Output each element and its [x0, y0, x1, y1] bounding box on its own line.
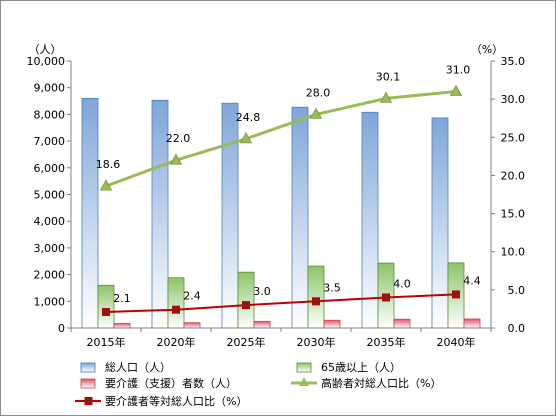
bar-age-65-plus: [237, 271, 255, 329]
left-tick-label: 7,000: [34, 135, 66, 148]
bar-total-population: [291, 106, 309, 329]
marker-care-ratio: [172, 305, 180, 314]
x-tick-label: 2025年: [227, 335, 266, 349]
marker-care-ratio: [382, 293, 390, 302]
left-tick-label: 1,000: [34, 295, 66, 308]
bar-total-population: [81, 97, 99, 329]
right-axis-unit: （%）: [471, 43, 503, 56]
data-label-elderly-ratio: 18.6: [96, 158, 121, 171]
x-tick-label: 2020年: [157, 335, 196, 349]
left-tick-label: 5,000: [34, 189, 66, 202]
data-label-elderly-ratio: 31.0: [446, 64, 471, 77]
bars-layer: [81, 97, 481, 329]
data-label-elderly-ratio: 22.0: [166, 132, 191, 145]
bar-care-needed: [323, 319, 341, 329]
x-tick-label: 2035年: [367, 335, 406, 349]
right-tick-label: 25.0: [501, 131, 526, 144]
x-tick-label: 2015年: [87, 335, 126, 349]
legend-swatch: [296, 362, 312, 373]
legend-label: 総人口（人）: [105, 360, 171, 374]
left-axis-unit: （人）: [29, 43, 62, 56]
marker-elderly-ratio: [99, 179, 113, 191]
bar-total-population: [361, 111, 379, 329]
bar-care-needed: [253, 320, 271, 329]
legend-swatch: [80, 362, 96, 373]
data-label-care-ratio: 3.0: [253, 285, 271, 298]
marker-elderly-ratio: [379, 91, 393, 103]
data-label-elderly-ratio: 24.8: [236, 111, 261, 124]
right-tick-label: 20.0: [501, 169, 526, 182]
right-tick-label: 10.0: [501, 246, 526, 259]
marker-care-ratio: [102, 307, 110, 316]
line-care-ratio: [105, 293, 457, 313]
marker-care-ratio: [452, 290, 460, 299]
data-label-care-ratio: 3.5: [323, 281, 341, 294]
left-tick-label: 4,000: [34, 215, 66, 228]
legend-label: 要介護者等対総人口比（%）: [105, 394, 247, 408]
marker-elderly-ratio: [169, 153, 183, 165]
data-label-care-ratio: 2.1: [113, 292, 131, 305]
bar-care-needed: [183, 322, 201, 329]
data-label-care-ratio: 4.4: [463, 274, 481, 287]
lines-layer: 18.6 22.0 24.8 28.0 30.1 31.0 2.1 2.4 3.0 3.5 4.0 4…: [96, 64, 481, 316]
right-tick-label: 5.0: [508, 284, 526, 297]
right-tick-label: 0.0: [508, 322, 526, 335]
right-tick-label: 35.0: [501, 55, 526, 68]
legend-swatch: [80, 378, 96, 389]
bar-total-population: [431, 117, 449, 329]
marker-elderly-ratio: [239, 131, 253, 144]
legend-label: 65歳以上（人）: [321, 361, 401, 374]
left-tick-label: 3,000: [34, 242, 66, 255]
left-tick-label: 8,000: [34, 108, 66, 121]
bar-age-65-plus: [167, 277, 185, 329]
bar-care-needed: [463, 318, 481, 329]
marker-care-ratio: [312, 297, 320, 306]
left-tick-label: 10,000: [27, 55, 66, 68]
legend-marker: [84, 397, 93, 405]
bar-care-needed: [113, 323, 131, 329]
legend-label: 要介護（支援）者数（人）: [105, 376, 237, 390]
bar-age-65-plus: [97, 284, 115, 329]
legend: 総人口（人） 65歳以上（人） 要介護（支援）者数（人） 高齢者対総人口比（%） 要介護…: [75, 360, 441, 408]
left-tick-label: 2,000: [34, 269, 66, 282]
data-label-elderly-ratio: 30.1: [376, 70, 401, 83]
x-tick-label: 2030年: [297, 335, 336, 349]
x-tick-label: 2040年: [437, 335, 476, 349]
legend-label: 高齢者対総人口比（%）: [321, 376, 441, 390]
bar-care-needed: [393, 318, 411, 329]
right-tick-label: 15.0: [501, 208, 526, 221]
line-elderly-ratio: [105, 90, 457, 188]
left-tick-label: 0: [58, 322, 65, 335]
legend-marker: [299, 377, 309, 386]
right-tick-label: 30.0: [501, 93, 526, 106]
data-label-care-ratio: 2.4: [183, 290, 201, 303]
left-tick-label: 9,000: [34, 82, 66, 95]
data-label-elderly-ratio: 28.0: [306, 86, 331, 99]
axes-layer: 0 1,000 2,000 3,000 4,000 5,000 6,000 7,000 8,00…: [27, 55, 526, 349]
marker-care-ratio: [242, 301, 250, 310]
bar-total-population: [221, 102, 239, 329]
marker-elderly-ratio: [449, 84, 463, 96]
data-label-care-ratio: 4.0: [393, 277, 411, 290]
left-tick-label: 6,000: [34, 162, 66, 175]
bar-age-65-plus: [307, 265, 325, 329]
marker-elderly-ratio: [309, 107, 323, 119]
